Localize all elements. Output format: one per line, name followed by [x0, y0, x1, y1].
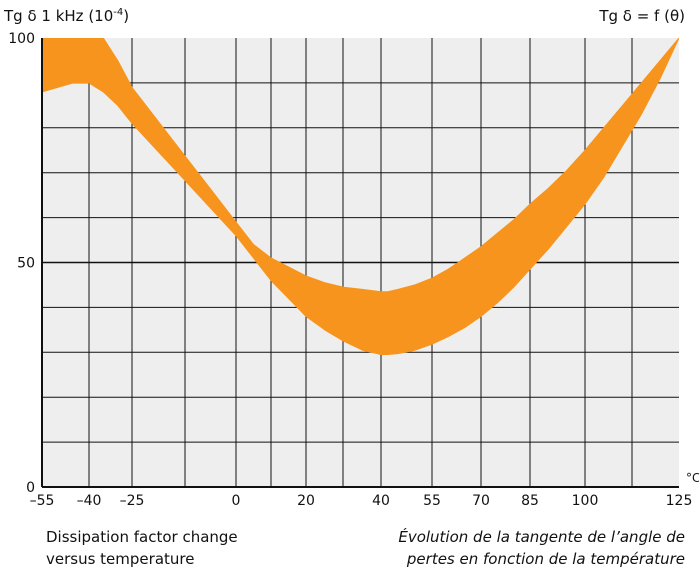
x-tick-label: 85 — [521, 493, 539, 509]
y-axis-title: Tg δ 1 kHz (10-4) — [4, 7, 129, 25]
y-axis-title-exponent: -4 — [113, 7, 124, 18]
x-tick-label: 125 — [666, 493, 693, 509]
x-tick-label: 70 — [472, 493, 490, 509]
x-tick-label: 20 — [297, 493, 315, 509]
caption-english: Dissipation factor change versus tempera… — [46, 526, 306, 570]
x-tick-label: 55 — [423, 493, 441, 509]
x-tick-label: –55 — [30, 493, 55, 509]
x-axis-unit: °C — [686, 471, 699, 485]
caption-french-line-2: pertes en fonction de la température — [406, 550, 685, 568]
x-tick-label: –25 — [120, 493, 145, 509]
x-tick-label: 100 — [572, 493, 599, 509]
caption-french: Évolution de la tangente de l’angle de p… — [365, 526, 685, 570]
chart-formula-title: Tg δ = f (θ) — [599, 7, 685, 25]
x-tick-label: 40 — [372, 493, 390, 509]
caption-french-line-1: Évolution de la tangente de l’angle de — [398, 528, 685, 546]
caption-english-line-1: Dissipation factor change — [46, 528, 238, 546]
x-tick-label: –40 — [77, 493, 102, 509]
y-tick-label: 0 — [26, 480, 35, 496]
y-axis-title-close: ) — [123, 7, 130, 25]
y-axis-title-text: Tg δ 1 kHz (10 — [4, 7, 114, 25]
dissipation-factor-band — [42, 38, 679, 355]
x-tick-label: 0 — [232, 493, 241, 509]
y-tick-label: 50 — [17, 256, 35, 272]
caption-english-line-2: versus temperature — [46, 550, 195, 568]
y-tick-label: 100 — [8, 31, 35, 47]
